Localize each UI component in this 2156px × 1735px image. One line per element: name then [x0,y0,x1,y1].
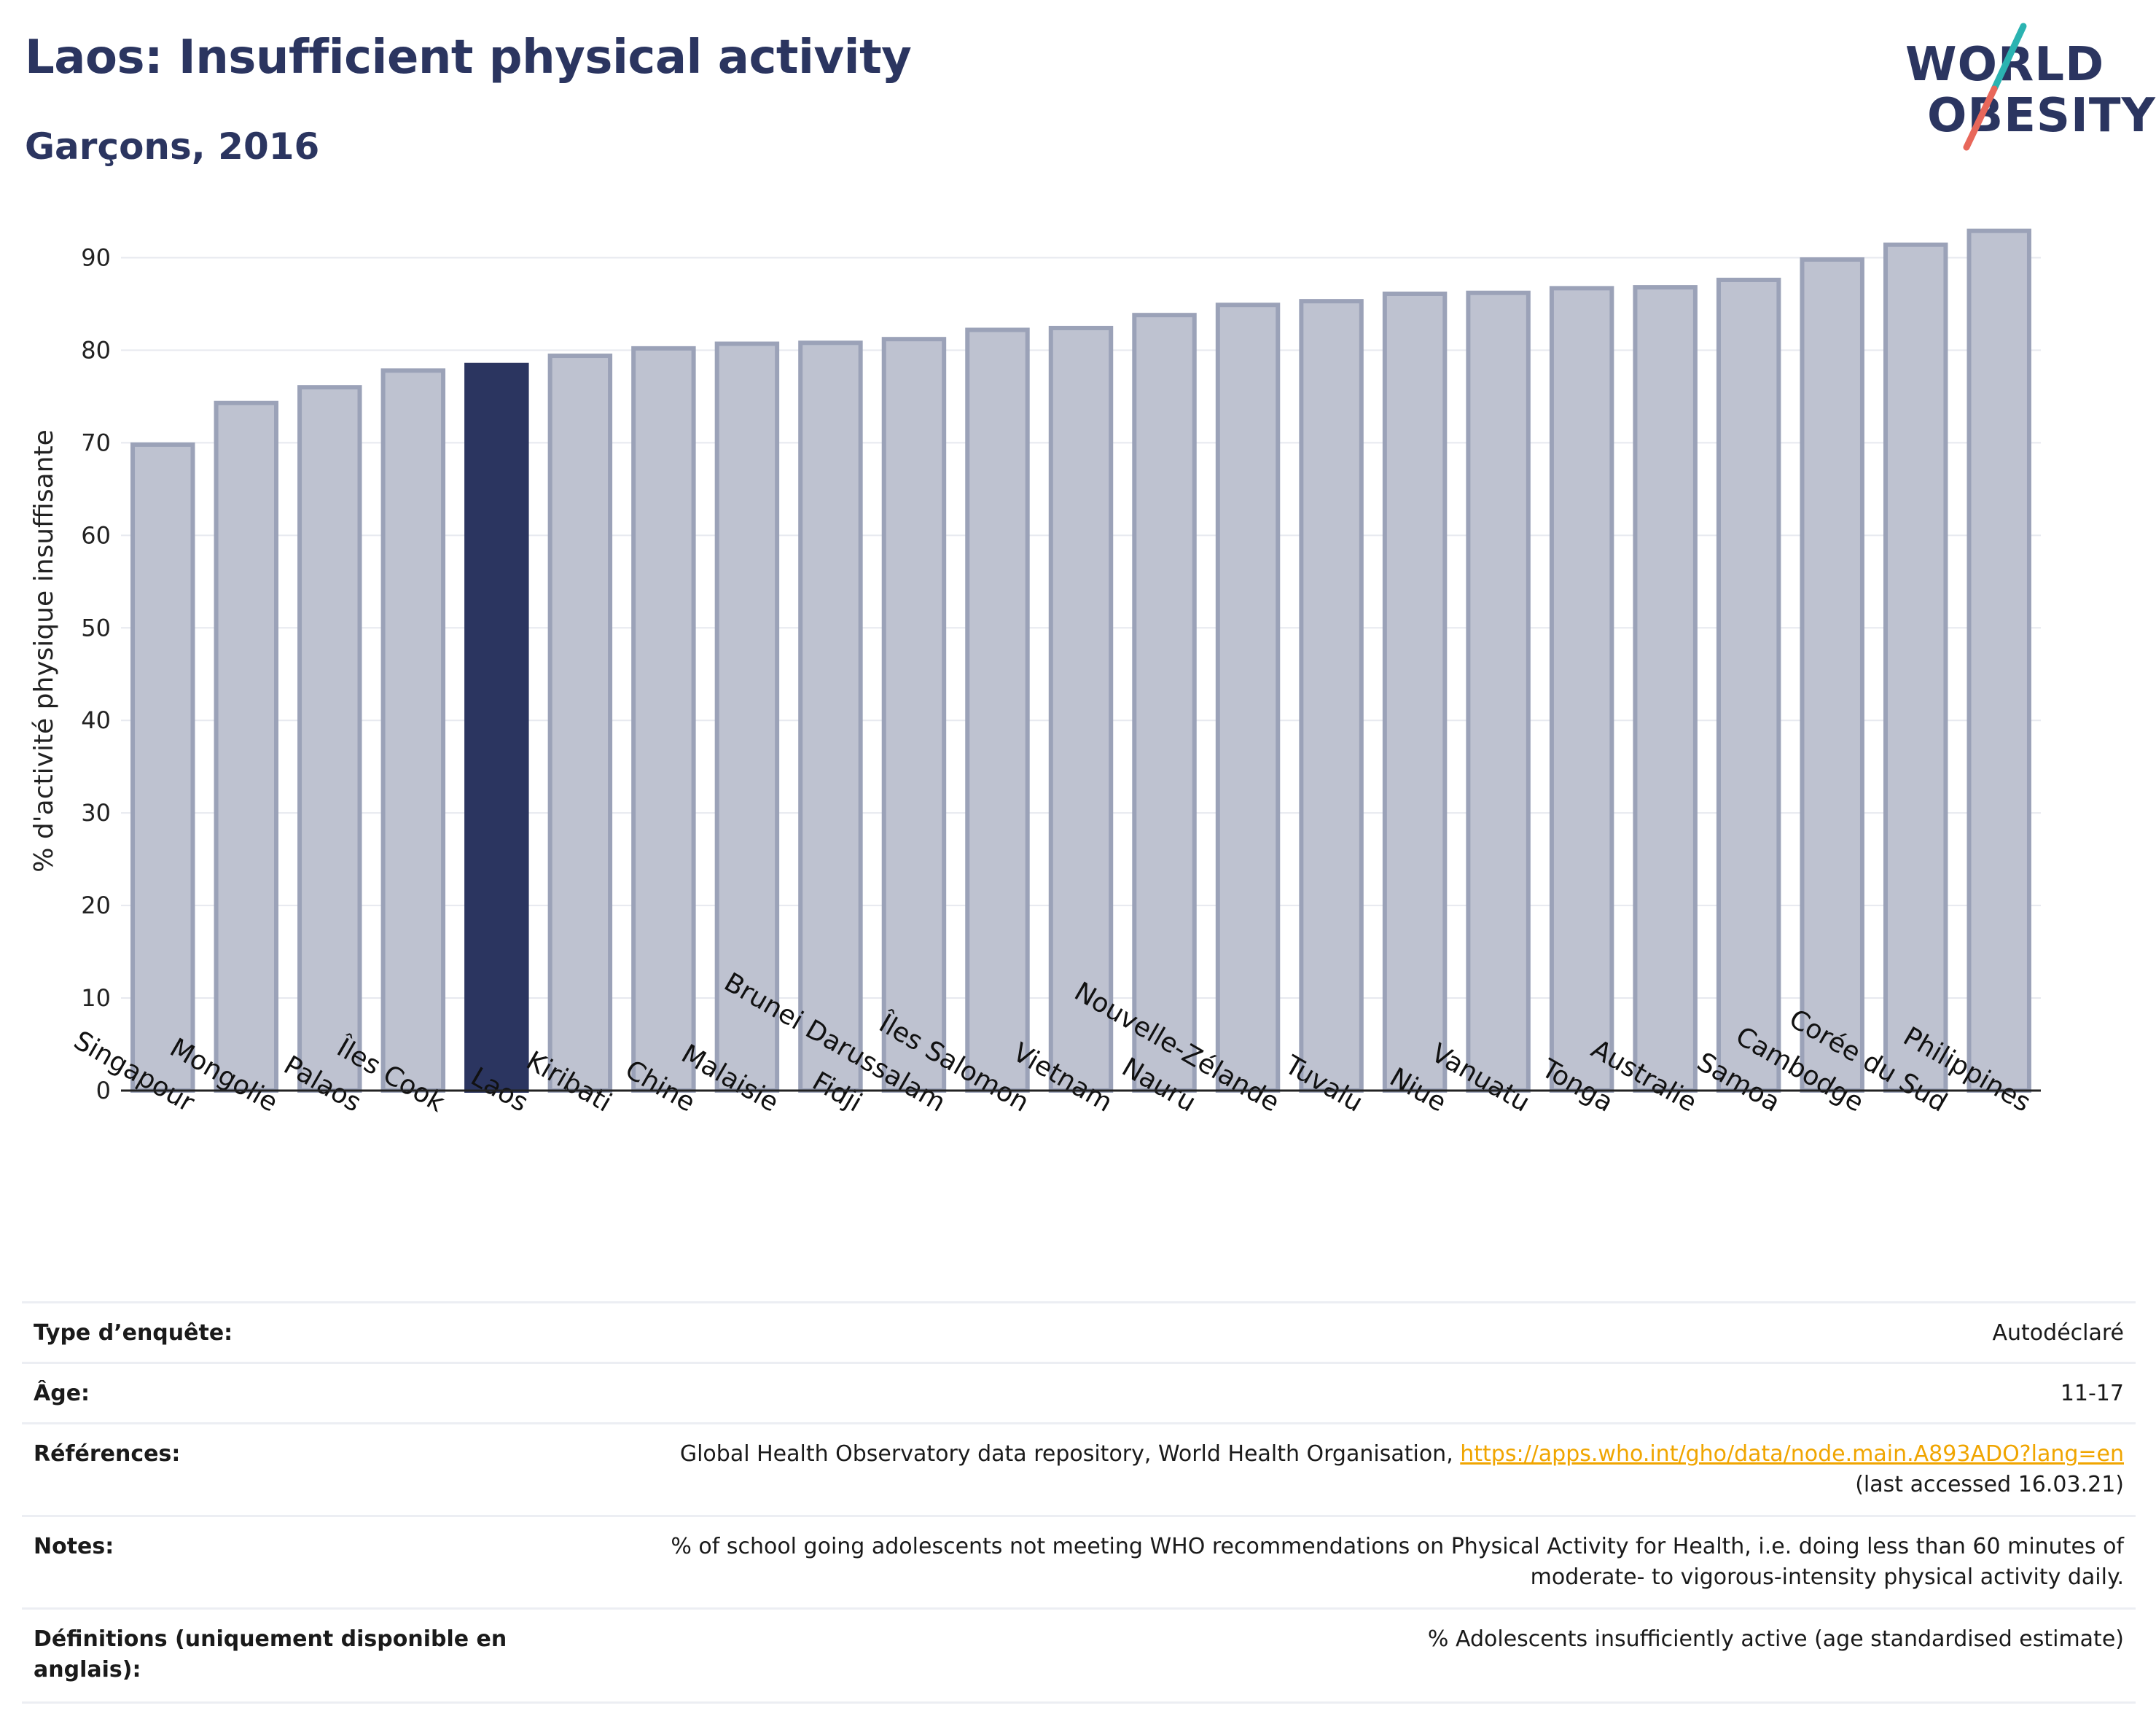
bar [1382,291,1448,1093]
survey-type-label: Type d’enquête: [34,1320,233,1346]
bar [714,341,780,1093]
bar [1549,286,1614,1093]
page-subtitle: Garçons, 2016 [25,125,320,168]
info-row-references: Références: Global Health Observatory da… [22,1422,2136,1515]
notes-line-2: moderate- to vigorous-intensity physical… [1530,1564,2124,1590]
age-value: 11-17 [2060,1381,2124,1406]
info-row-survey-type: Type d’enquête: Autodéclaré [22,1301,2136,1362]
y-tick-label: 0 [96,1077,111,1104]
bar [798,340,863,1093]
bar [464,362,529,1093]
y-tick-label: 90 [81,243,111,271]
bar [130,442,195,1093]
bar [1299,299,1364,1093]
definitions-value: % Adolescents insufficiently active (age… [1427,1626,2124,1652]
survey-type-value: Autodéclaré [1992,1320,2125,1346]
definitions-label-line-1: Définitions (uniquement disponible en [34,1626,507,1652]
bar [547,354,613,1093]
bar [1800,257,1864,1093]
info-row-definitions: Définitions (uniquement disponible en an… [22,1607,2136,1704]
y-tick-label: 70 [81,429,111,456]
bar [1466,290,1531,1093]
notes-line-1: % of school going adolescents not meetin… [671,1534,2124,1559]
bar [1048,325,1114,1093]
y-tick-label: 80 [81,336,111,364]
references-accessed: (last accessed 16.03.21) [1855,1472,2124,1497]
info-row-notes: Notes: % of school going adolescents not… [22,1515,2136,1607]
bar [1883,242,1948,1093]
age-label: Âge: [34,1381,90,1406]
logo-slash-icon [1963,23,2027,151]
info-row-age: Âge: 11-17 [22,1362,2136,1422]
notes-value: % of school going adolescents not meetin… [671,1532,2124,1593]
bar [1716,277,1781,1093]
definitions-label-line-2: anglais): [34,1657,141,1683]
bar [1132,313,1197,1093]
y-tick-label: 10 [81,984,111,1012]
y-tick-label: 20 [81,892,111,919]
bar [881,337,947,1093]
bar [631,346,696,1093]
bar [1633,285,1698,1093]
references-label: Références: [34,1441,181,1467]
y-axis-label: % d'activité physique insuffisante [29,429,59,872]
notes-label: Notes: [34,1534,114,1559]
y-tick-label: 30 [81,799,111,827]
y-tick-label: 40 [81,706,111,734]
info-table: Type d’enquête: Autodéclaré Âge: 11-17 R… [22,1301,2136,1704]
definitions-label: Définitions (uniquement disponible en an… [34,1624,507,1685]
bar-chart: 0 10 20 30 40 50 60 70 80 90 % d'activité physique… [29,228,2041,1118]
y-tick-label: 60 [81,521,111,549]
references-value: Global Health Observatory data repositor… [680,1439,2124,1500]
page-title: Laos: Insufficient physical activity [25,31,912,85]
references-text: Global Health Observatory data repositor… [679,1441,1461,1467]
logo-word-obesity: OBESITY [1927,89,2156,143]
references-link[interactable]: https://apps.who.int/gho/data/node.main.… [1460,1441,2124,1467]
world-obesity-logo: WORLD OBESITY [1902,22,2155,153]
bar [380,368,446,1093]
y-tick-label: 50 [81,614,111,642]
bar [214,400,279,1093]
bar [965,327,1030,1093]
bar [1215,303,1281,1093]
bar [1966,228,2031,1093]
bar [297,385,362,1093]
